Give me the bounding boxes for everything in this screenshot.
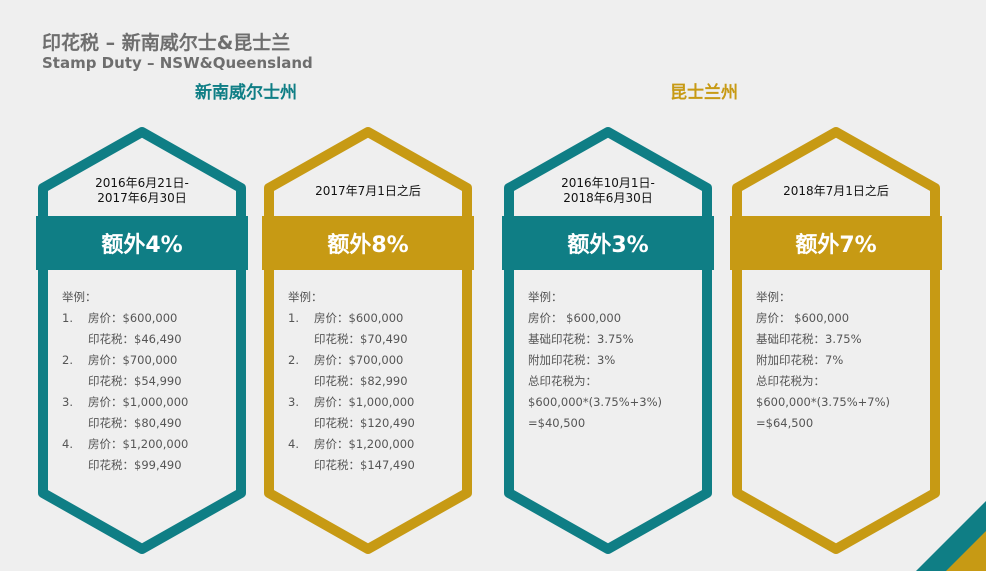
list-item: 1. 房价：$600,000 [62,311,178,325]
list-item: 2. 房价：$700,000 [288,353,404,367]
extra-rate: 额外4% [101,233,183,258]
example-list: 举例： 房价： $600,000 基础印花税：3.75% 附加印花税：7% 总印… [756,287,926,434]
period-label: 2016年10月1日- 2018年6月30日 [561,176,655,205]
region-label-nsw: 新南威尔士州 [195,83,297,103]
list-item-duty: 印花税：$46,490 [88,332,182,346]
page-title: 印花税 – 新南威尔士&昆士兰 [42,32,291,54]
example-line: 基础印花税：3.75% [528,332,634,346]
list-item: 1. 房价：$600,000 [288,311,404,325]
hexagon-frame [36,127,248,554]
list-item: 3. 房价：$1,000,000 [288,395,415,409]
example-line: 附加印花税：3% [528,353,616,367]
example-line: 总印花税为： [528,374,597,388]
example-line: =$64,500 [756,416,814,430]
hexagon-frame [730,127,942,554]
example-line: 总印花税为： [756,374,825,388]
list-item: 3. 房价：$1,000,000 [62,395,189,409]
example-list: 举例： 1. 房价：$600,000 印花税：$70,490 2. 房价：$700,… [288,287,458,476]
example-label: 举例： [528,290,563,304]
hexagon-frame [502,127,714,554]
list-item-duty: 印花税：$120,490 [314,416,415,430]
example-line: $600,000*(3.75%+3%) [528,395,663,409]
example-list: 举例： 1. 房价：$600,000 印花税：$46,490 2. 房价：$700,… [62,287,232,476]
example-line: $600,000*(3.75%+7%) [756,395,891,409]
hexagon-frame [262,127,474,554]
example-label: 举例： [288,290,323,304]
corner-decoration [916,501,986,571]
example-line: 房价： $600,000 [756,311,850,325]
example-list: 举例： 房价： $600,000 基础印花税：3.75% 附加印花税：3% 总印… [528,287,698,434]
nsw-card-2017: 2017年7月1日之后 额外8% 举例： 1. 房价：$600,000 印花税：$… [262,125,474,555]
list-item: 4. 房价：$1,200,000 [288,437,415,451]
list-item-duty: 印花税：$82,990 [314,374,408,388]
list-item-duty: 印花税：$54,990 [88,374,182,388]
example-line: 房价： $600,000 [528,311,622,325]
example-label: 举例： [756,290,791,304]
list-item-duty: 印花税：$70,490 [314,332,408,346]
list-item: 4. 房价：$1,200,000 [62,437,189,451]
list-item-duty: 印花税：$99,490 [88,458,182,472]
list-item-duty: 印花税：$147,490 [314,458,415,472]
qld-card-2018: 2018年7月1日之后 额外7% 举例： 房价： $600,000 基础印花税：… [730,125,942,555]
example-line: 基础印花税：3.75% [756,332,862,346]
nsw-card-2016: 2016年6月21日- 2017年6月30日 额外4% 举例： 1. 房价：$60… [36,125,248,555]
list-item: 2. 房价：$700,000 [62,353,178,367]
example-line: =$40,500 [528,416,586,430]
region-label-qld: 昆士兰州 [670,83,738,103]
page-subtitle: Stamp Duty – NSW&Queensland [42,54,313,72]
example-label: 举例： [62,290,97,304]
period-label: 2016年6月21日- 2017年6月30日 [95,176,189,205]
example-line: 附加印花税：7% [756,353,844,367]
extra-rate: 额外3% [567,233,649,258]
period-label: 2018年7月1日之后 [783,183,889,198]
list-item-duty: 印花税：$80,490 [88,416,182,430]
period-label: 2017年7月1日之后 [315,183,421,198]
qld-card-2016: 2016年10月1日- 2018年6月30日 额外3% 举例： 房价： $600… [502,125,714,555]
extra-rate: 额外7% [795,233,877,258]
extra-rate: 额外8% [327,233,409,258]
